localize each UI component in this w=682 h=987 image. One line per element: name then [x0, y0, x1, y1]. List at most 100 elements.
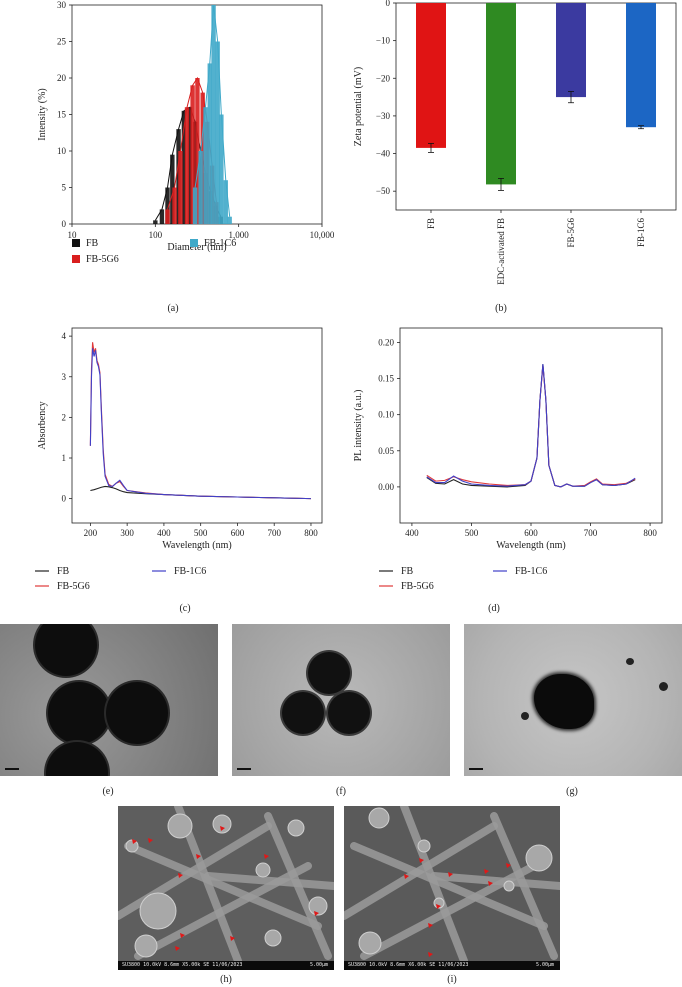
- panel-h-label: (h): [220, 974, 232, 985]
- microsphere: [358, 931, 382, 955]
- x-tick-label: 100: [149, 230, 163, 240]
- particle: [282, 692, 324, 734]
- microsphere: [167, 813, 193, 839]
- sem-info-bar: SU3800 10.0kV 8.6mm X5.00k SE 11/06/2023…: [118, 961, 334, 970]
- legend-label: FB-5G6: [401, 581, 434, 592]
- x-axis-label: Diameter (nm): [167, 242, 226, 253]
- particle: [328, 692, 370, 734]
- x-tick-label: FB: [426, 218, 436, 229]
- bar: [178, 151, 183, 224]
- series-line: [89, 342, 311, 500]
- legend-swatch: [72, 239, 80, 247]
- y-tick-label: −50: [376, 186, 391, 196]
- aggregate: [534, 674, 594, 729]
- y-tick-label: 0.15: [378, 374, 394, 384]
- particle: [46, 742, 108, 776]
- y-tick-label: 30: [57, 0, 67, 10]
- y-tick-label: 0.20: [378, 337, 394, 347]
- sem-texture-i: [344, 806, 560, 965]
- chart-b-svg: 0 −10 −20 −30 −40 −50 Zeta potential (mV) FB EDC…: [353, 0, 677, 285]
- y-axis-label: Absorbency: [37, 401, 48, 449]
- bar: [486, 3, 516, 185]
- particle: [659, 682, 668, 691]
- x-tick-label: 300: [120, 528, 134, 538]
- y-tick-label: 0: [62, 494, 67, 504]
- panel-a: 0 5 10 15 20 25 30 10 100 1,000 10,000 Diameter (nm…: [0, 0, 341, 320]
- y-tick-label: 2: [62, 412, 67, 422]
- bar: [195, 78, 200, 224]
- panel-d-label: (d): [488, 603, 500, 614]
- panel-b: 0 −10 −20 −30 −40 −50 Zeta potential (mV) FB EDC…: [341, 0, 682, 320]
- fiber: [430, 872, 560, 890]
- bar: [211, 5, 216, 224]
- legend-label: FB-1C6: [515, 566, 547, 577]
- y-tick-label: 0.05: [378, 446, 394, 456]
- particle: [48, 682, 110, 744]
- bar: [190, 85, 195, 224]
- chart-a-svg: 0 5 10 15 20 25 30 10 100 1,000 10,000 Diameter (nm…: [37, 0, 335, 265]
- series-envelope: [194, 4, 231, 217]
- y-tick-label: 0: [386, 0, 391, 8]
- series-line: [89, 348, 311, 500]
- sem-info-bar: SU3800 10.0kV 8.6mm X6.00k SE 11/06/2023…: [344, 961, 560, 970]
- x-tick-label: 800: [643, 528, 657, 538]
- y-axis-label: PL intensity (a.u.): [353, 390, 364, 462]
- microsphere: [368, 807, 390, 829]
- arrow-marker: [419, 858, 424, 863]
- arrow-marker: [148, 838, 153, 843]
- x-tick-label: 800: [304, 528, 318, 538]
- bar: [181, 110, 187, 224]
- sem-scale: 5.00μm: [535, 962, 554, 968]
- arrow-marker: [448, 872, 453, 877]
- microsphere: [308, 896, 328, 916]
- x-tick-label: 600: [524, 528, 538, 538]
- arrow-marker: [314, 911, 319, 916]
- series-line: [426, 364, 636, 488]
- fiber: [350, 842, 548, 930]
- y-tick-label: 20: [57, 73, 67, 83]
- x-axis-label: Wavelength (nm): [496, 540, 565, 551]
- bar: [192, 121, 198, 224]
- x-tick-label: 600: [231, 528, 245, 538]
- microsphere: [503, 880, 515, 892]
- arrow-marker: [220, 826, 225, 831]
- arrow-marker: [404, 874, 409, 879]
- y-tick-label: −30: [376, 111, 391, 121]
- legend-swatch: [190, 239, 198, 247]
- arrow-marker: [488, 881, 493, 886]
- bar: [219, 114, 224, 224]
- y-tick-label: −20: [376, 73, 391, 83]
- x-tick-label: 700: [267, 528, 281, 538]
- bar: [159, 209, 165, 224]
- bar: [203, 107, 208, 224]
- legend-label: FB: [57, 566, 70, 577]
- fiber: [204, 872, 334, 890]
- y-tick-label: 4: [62, 331, 67, 341]
- series-line: [426, 365, 636, 488]
- sem-scale: 5.00μm: [309, 962, 328, 968]
- bar: [227, 216, 232, 224]
- x-tick-label: FB-5G6: [566, 218, 576, 248]
- chart-c-svg: 0 1 2 3 4 200 300 400 500 600 700 800 Wavelength (nm…: [35, 327, 323, 592]
- tem-image-f: [232, 624, 450, 776]
- particle: [308, 652, 350, 694]
- x-tick-label: 10: [68, 230, 78, 240]
- chart-d-svg: 0.00 0.05 0.10 0.15 0.20 400 500 600 700 800 Wavel…: [353, 327, 663, 592]
- particle: [626, 658, 634, 665]
- bar: [198, 151, 203, 224]
- y-tick-label: 15: [57, 110, 67, 120]
- y-tick-label: 10: [57, 146, 67, 156]
- legend-label: FB: [86, 238, 99, 249]
- y-axis-label: Zeta potential (mV): [353, 67, 364, 146]
- y-tick-label: −10: [376, 36, 391, 46]
- x-tick-label: FB-1C6: [636, 218, 646, 248]
- arrow-marker: [428, 952, 433, 957]
- sem-parameters: SU3800 10.0kV 8.6mm X6.00k SE 11/06/2023: [348, 962, 469, 968]
- panel-g-label: (g): [566, 786, 578, 797]
- arrow-marker: [180, 933, 185, 938]
- arrow-marker: [178, 873, 183, 878]
- arrow-marker: [175, 946, 180, 951]
- panel-d: 0.00 0.05 0.10 0.15 0.20 400 500 600 700 800 Wavel…: [341, 318, 682, 618]
- microsphere: [134, 934, 158, 958]
- x-tick-label: 1,000: [229, 230, 250, 240]
